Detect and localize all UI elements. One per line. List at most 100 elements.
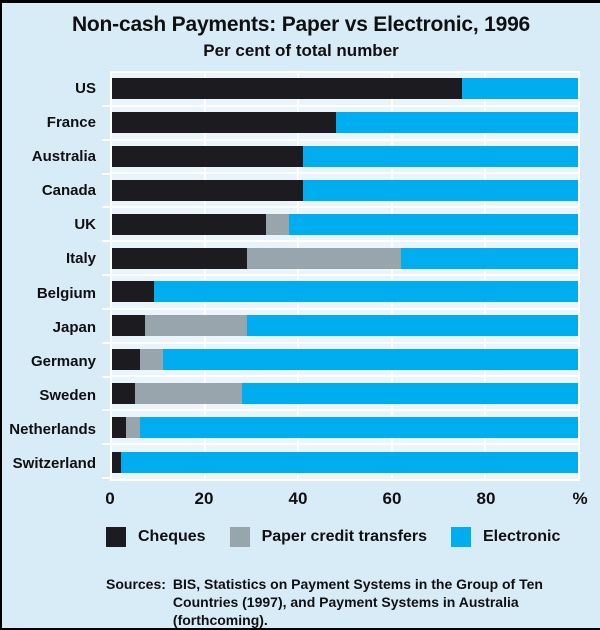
bar-row [112, 445, 578, 479]
x-tick-label: 40 [288, 489, 308, 508]
bar-segment-cheques [112, 451, 122, 473]
category-labels: US France Australia Canada UK Italy Belgium Jap… [2, 71, 103, 481]
x-tick-label: 0 [105, 489, 115, 508]
gridline-40 [297, 73, 300, 479]
axis-tick [102, 307, 112, 310]
bar-segment-electronic [153, 281, 578, 303]
plot-area [102, 71, 580, 481]
bar-row [112, 377, 578, 412]
sources-text: BIS, Statistics on Payment Systems in th… [172, 576, 543, 628]
bar-segment-electronic [303, 146, 578, 168]
x-tick-label: 20 [194, 489, 214, 508]
category-label: Netherlands [9, 421, 96, 439]
plot-rows [112, 73, 578, 479]
bar-segment-electronic [139, 416, 578, 438]
category-label: Germany [30, 352, 96, 370]
stacked-bar [112, 247, 578, 269]
legend-item-electronic: Electronic [450, 527, 561, 547]
bar-segment-electronic [242, 382, 578, 404]
bar-segment-cheques [112, 382, 136, 404]
chart-title: Non-cash Payments: Paper vs Electronic, … [71, 13, 531, 36]
legend-label: Electronic [482, 528, 561, 545]
category-label: Japan [52, 318, 96, 336]
x-axis-unit: % [572, 489, 588, 508]
stacked-bar [112, 78, 578, 100]
bar-segment-paper-credit-transfers [265, 213, 290, 235]
bar-row [112, 344, 578, 378]
stacked-bar [112, 213, 578, 235]
category-label: Canada [41, 182, 96, 200]
chart-subtitle: Per cent of total number [203, 41, 399, 60]
bar-segment-paper-credit-transfers [247, 247, 401, 269]
bar-row [112, 208, 578, 243]
axis-tick [102, 341, 112, 344]
axis-ticks [102, 73, 578, 479]
legend-swatch-paper-credit-transfers [229, 527, 250, 547]
bar-segment-cheques [112, 112, 336, 134]
bar-row [112, 73, 578, 107]
bar-segment-electronic [335, 112, 578, 134]
axis-tick [102, 206, 112, 209]
bar-segment-paper-credit-transfers [135, 382, 243, 404]
gridline-60 [390, 73, 393, 479]
axis-tick [102, 274, 112, 276]
category-label: Australia [31, 147, 96, 165]
bar-segment-electronic [289, 213, 578, 235]
stacked-bar [112, 382, 578, 404]
bar-segment-paper-credit-transfers [144, 315, 248, 337]
sources-label: Sources: [106, 576, 166, 592]
bar-segment-cheques [112, 315, 145, 337]
stacked-bar [112, 281, 578, 303]
bar-segment-cheques [112, 179, 304, 201]
bar-segment-paper-credit-transfers [125, 416, 140, 438]
gridline-80 [483, 73, 486, 479]
stacked-bar [112, 315, 578, 337]
bar-segment-paper-credit-transfers [139, 349, 164, 371]
axis-tick [102, 172, 112, 175]
axis-tick [102, 375, 112, 378]
stacked-bar [112, 416, 578, 438]
stacked-bar [112, 349, 578, 371]
legend-item-cheques: Cheques [106, 527, 206, 547]
bar-row [112, 276, 578, 310]
bar-segment-electronic [247, 315, 578, 337]
category-label: Belgium [36, 284, 96, 302]
x-axis: 0 20 40 60 80% [105, 489, 587, 513]
axis-tick [102, 477, 112, 479]
bar-segment-electronic [121, 451, 578, 473]
bar-row [112, 242, 578, 276]
category-label: France [46, 113, 96, 131]
bar-segment-electronic [400, 247, 578, 269]
axis-tick [102, 409, 112, 412]
stacked-bar [112, 451, 578, 473]
stacked-bar [112, 112, 578, 134]
legend-label: Cheques [138, 528, 206, 545]
bar-row [112, 174, 578, 209]
category-label: Italy [65, 250, 96, 268]
stacked-bar [112, 179, 578, 201]
legend-item-paper-credit-transfers: Paper credit transfers [229, 527, 427, 547]
stacked-bar [112, 146, 578, 168]
category-label: UK [74, 216, 96, 234]
bar-segment-cheques [112, 247, 248, 269]
category-label: Switzerland [12, 455, 96, 473]
bar-segment-cheques [112, 281, 154, 303]
sources-note: Sources: BIS, Statistics on Payment Syst… [106, 575, 545, 628]
legend-swatch-cheques [106, 527, 126, 547]
bar-row [112, 310, 578, 344]
bar-row [112, 107, 578, 141]
x-tick-label: 60 [382, 489, 402, 508]
axis-tick [102, 104, 112, 107]
gridline-20 [204, 73, 207, 479]
bar-segment-cheques [112, 349, 140, 371]
axis-tick [102, 138, 112, 141]
bar-row [112, 141, 578, 175]
bar-segment-cheques [112, 213, 266, 235]
category-label: Sweden [39, 387, 96, 405]
axis-tick [102, 443, 112, 446]
bar-segment-electronic [163, 349, 578, 371]
bar-segment-cheques [112, 416, 126, 438]
bar-segment-cheques [112, 78, 462, 100]
category-label: US [75, 79, 96, 97]
